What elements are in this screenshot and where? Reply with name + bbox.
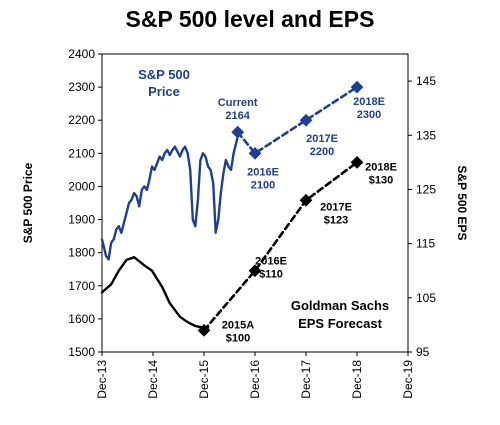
- x-tick-label: Dec-13: [95, 360, 109, 399]
- x-tick-label: Dec-14: [146, 360, 160, 399]
- y-tick-label: 2200: [68, 113, 95, 127]
- data-annotation: 2018E: [353, 96, 385, 108]
- series-line: [236, 85, 359, 155]
- x-tick-label: Dec-15: [197, 360, 211, 399]
- y2-tick-label: 125: [416, 182, 436, 196]
- price-series-label: Price: [148, 84, 180, 99]
- y-tick-label: 2300: [68, 80, 95, 94]
- data-point-marker: [197, 323, 211, 337]
- series-line: [100, 130, 240, 261]
- y2-tick-label: 115: [416, 237, 435, 251]
- y2-tick-label: 95: [416, 345, 430, 359]
- data-annotation: $130: [369, 174, 393, 186]
- data-annotation: 2100: [251, 179, 275, 191]
- chart-title: S&P 500 level and EPS: [125, 6, 375, 32]
- y-tick-label: 2400: [68, 47, 95, 61]
- data-annotation: 2016E: [247, 166, 279, 178]
- y2-axis-title: S&P 500 EPS: [455, 165, 469, 240]
- series-line: [202, 161, 359, 332]
- y-tick-label: 2100: [68, 146, 95, 160]
- eps-series-label: Goldman Sachs: [291, 298, 389, 313]
- y2-tick-label: 135: [416, 128, 436, 142]
- label-layer: S&P 500 Price Goldman Sachs EPS Forecast Cur…: [138, 67, 397, 344]
- y-tick-label: 1700: [68, 279, 95, 293]
- data-point-marker: [299, 193, 313, 207]
- axes-layer: 1500 1600 1700 1800 1900 2000 2100 2200 2300 2400…: [21, 47, 469, 399]
- series-layer: [100, 80, 364, 337]
- x-tick-label: Dec-18: [350, 360, 364, 399]
- price-series-label: S&P 500: [138, 67, 190, 82]
- series-line: [100, 256, 210, 329]
- data-annotation: 2200: [310, 146, 334, 158]
- data-point-marker: [350, 80, 364, 94]
- data-annotation: 2018E: [365, 161, 397, 173]
- data-annotation: 2015A: [222, 319, 254, 331]
- data-annotation: 2300: [357, 109, 381, 121]
- y-tick-label: 1800: [68, 246, 95, 260]
- data-annotation: 2017E: [306, 133, 338, 145]
- y2-tick-label: 145: [416, 74, 436, 88]
- x-tick-label: Dec-16: [248, 360, 262, 399]
- y-axis-title: S&P 500 Price: [21, 162, 35, 243]
- data-point-marker: [248, 264, 262, 278]
- data-point-marker: [350, 155, 364, 169]
- y-tick-label: 1600: [68, 312, 95, 326]
- data-point-marker: [248, 146, 262, 160]
- y-tick-label: 2000: [68, 179, 95, 193]
- y-tick-label: 1900: [68, 213, 95, 227]
- data-point-marker: [299, 113, 313, 127]
- data-annotation: $100: [226, 332, 250, 344]
- data-annotation: Current: [218, 97, 258, 109]
- y-tick-label: 1500: [68, 345, 95, 359]
- data-annotation: 2017E: [320, 201, 352, 213]
- data-annotation: $123: [324, 214, 348, 226]
- eps-series-label: EPS Forecast: [298, 316, 382, 331]
- data-annotation: 2016E: [255, 256, 287, 268]
- x-tick-label: Dec-19: [401, 360, 415, 399]
- data-annotation: 2164: [225, 110, 250, 122]
- y2-tick-label: 105: [416, 291, 436, 305]
- x-tick-label: Dec-17: [299, 360, 313, 399]
- data-annotation: $110: [259, 269, 283, 281]
